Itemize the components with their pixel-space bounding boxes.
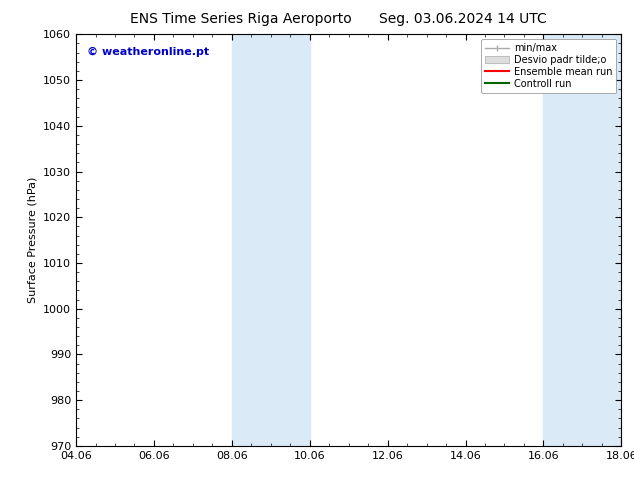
Bar [232, 34, 310, 446]
Legend: min/max, Desvio padr tilde;o, Ensemble mean run, Controll run: min/max, Desvio padr tilde;o, Ensemble m… [481, 39, 616, 93]
Y-axis label: Surface Pressure (hPa): Surface Pressure (hPa) [27, 177, 37, 303]
Bar [543, 34, 621, 446]
Text: © weatheronline.pt: © weatheronline.pt [87, 47, 209, 57]
Text: ENS Time Series Riga Aeroporto: ENS Time Series Riga Aeroporto [130, 12, 352, 26]
Text: Seg. 03.06.2024 14 UTC: Seg. 03.06.2024 14 UTC [379, 12, 547, 26]
